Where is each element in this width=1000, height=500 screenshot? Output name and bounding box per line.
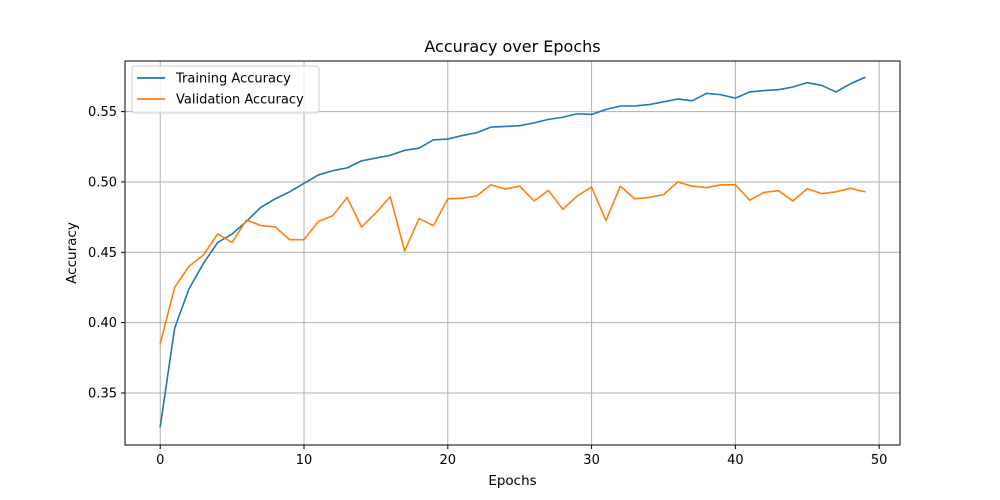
x-tick-label: 50 [871, 453, 888, 468]
x-tick-label: 0 [156, 453, 164, 468]
x-axis-ticks: 0 10 20 30 40 50 [156, 445, 887, 468]
legend-box [131, 65, 320, 114]
grid-lines [125, 61, 900, 445]
y-axis-label: Accuracy [64, 222, 80, 284]
data-series [159, 76, 866, 428]
x-tick-label: 40 [727, 453, 744, 468]
x-tick-label: 10 [296, 453, 313, 468]
x-tick-label: 30 [583, 453, 600, 468]
plot-frame [124, 60, 901, 446]
chart-title: Accuracy over Epochs [424, 37, 600, 56]
y-tick-label: 0.40 [88, 316, 117, 331]
legend: Training Accuracy Validation Accuracy [131, 65, 320, 114]
y-tick-label: 0.45 [88, 246, 117, 261]
training-accuracy-line [159, 76, 866, 428]
x-tick-label: 20 [440, 453, 457, 468]
y-axis-ticks: 0.35 0.40 0.45 0.50 0.55 [88, 105, 125, 401]
y-tick-label: 0.55 [88, 105, 117, 120]
y-tick-label: 0.50 [88, 175, 117, 190]
y-tick-label: 0.35 [88, 386, 117, 401]
validation-accuracy-line [159, 181, 866, 345]
legend-validation-label: Validation Accuracy [176, 93, 304, 108]
legend-training-label: Training Accuracy [175, 72, 291, 87]
x-axis-label: Epochs [488, 473, 536, 489]
